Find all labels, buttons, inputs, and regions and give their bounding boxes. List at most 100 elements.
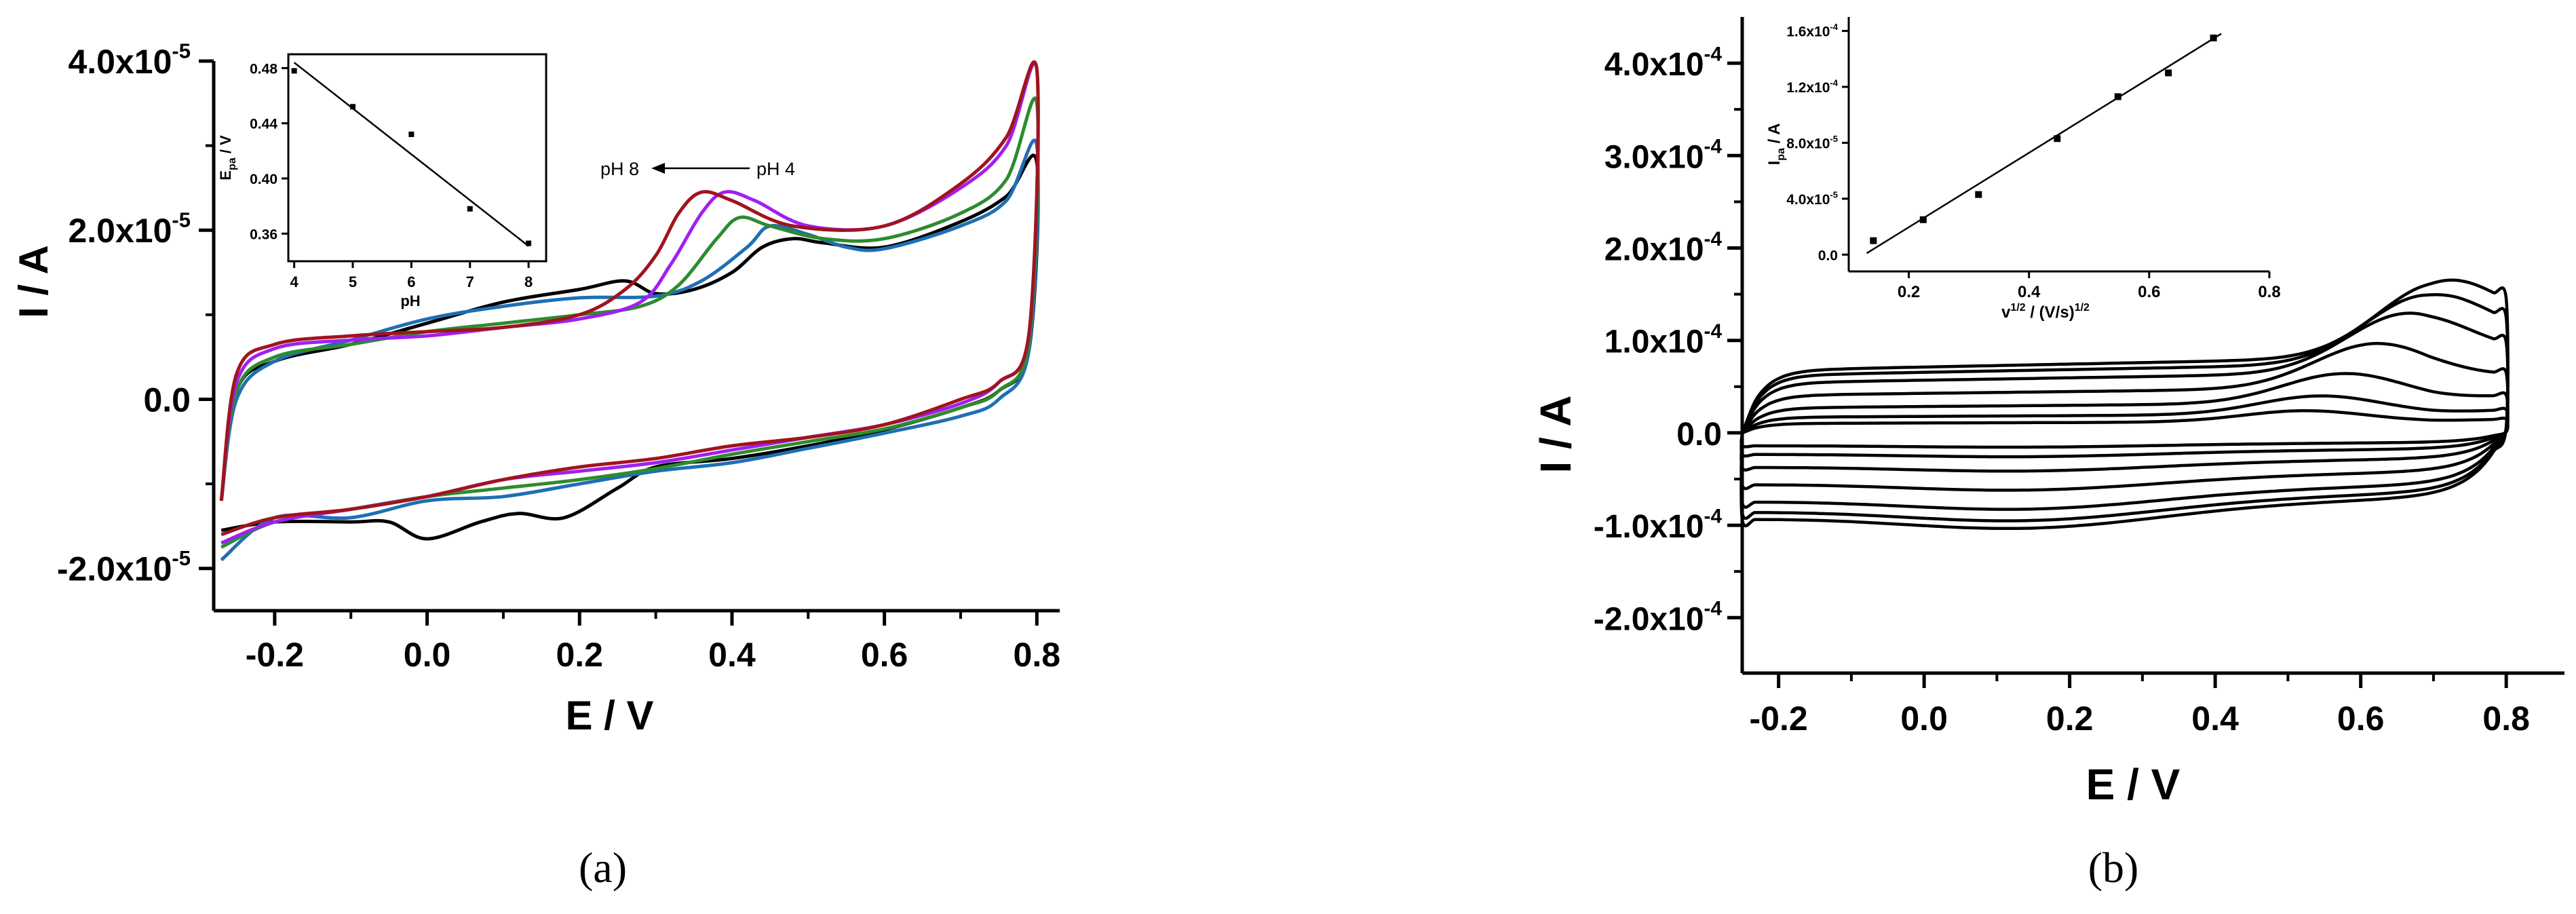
panel-b-x-tick-label: 0.4 [2191,700,2239,738]
panel-b-inset-point [1919,216,1927,223]
panel-b-inset-x-title-sup: 1/2 [2010,302,2025,313]
panel-b-y-tick-label-exponent: -4 [1704,43,1723,65]
panel-b-inset-x-title: v1/2 / (V/s)1/2 [2001,302,2090,322]
panel-b-inset-x-tick-label: 0.4 [2018,283,2041,301]
panel-b-inset-x-tick-label: 0.2 [1898,283,1920,301]
panel-a-y-tick-label-mantissa: -2.0x10 [57,550,172,588]
panel-b-inset-point [1870,237,1877,244]
panel-a-inset-y-title-sub: pa [227,157,238,170]
panel-a-y-tick-label: 4.0x10-5 [68,39,191,81]
panel-b-y-tick-label: 0.0 [1676,417,1722,453]
panel-b-inset-y-tick-label: 0.0 [1818,248,1838,263]
panel-a-inset-x-tick-label: 6 [407,273,415,290]
panel-b-y-tick-label: 2.0x10-4 [1604,228,1723,268]
panel-b-x-axis-title: E / V [2086,760,2180,809]
panel-a-inset: 4 5 6 7 8 0.36 0.40 0.44 0.48 pH Epa / V [217,53,547,309]
panel-a-plot: -0.2 0.0 0.2 0.4 0.6 0.8 E / V I / A pH 8 pH 4 (a) [11,59,1061,892]
panel-a-inset-x-tick-label: 4 [290,273,299,290]
panel-a-label: (a) [579,843,627,892]
panel-a-inset-point [350,104,355,110]
panel-a-x-tick-label: -0.2 [246,636,304,674]
panel-b-inset-y-tick-label-exponent: -4 [1830,22,1838,32]
panel-b-inset-y-title-sub: pa [1775,148,1787,161]
panel-b-inset-x-tick-label: 0.8 [2258,283,2280,301]
panel-a-inset-fit-line [293,62,529,247]
panel-a-annotation-ph4: pH 4 [756,159,795,179]
panel-b-y-tick-label: -2.0x10-4 [1594,598,1723,638]
panel-a-cv-curve [219,138,1040,562]
panel-b-x-tick-label: 0.2 [2046,700,2094,738]
panel-b-inset-point [2114,93,2121,100]
panel-a-y-tick-label: 2.0x10-5 [68,208,191,250]
panel-b-inset-y-tick-label: 8.0x10-5 [1786,134,1838,151]
panel-b-y-tick-label-exponent: -4 [1704,598,1723,620]
panel-b-inset-point [1975,191,1982,198]
panel-b-y-tick-label-mantissa: 1.0x10 [1604,324,1704,360]
panel-b-inset-y-title-main: I [1765,161,1784,166]
panel-b-y-tick-label-mantissa: -2.0x10 [1594,601,1704,637]
panel-b-inset-y-tick-label-exponent: -5 [1830,189,1838,199]
panel-a-inset-point [467,206,473,212]
panel-a-inset-y-title-tail: / V [217,135,234,157]
panel-b-inset-y-title: Ipa / A [1765,123,1787,166]
panel-b-y-tick-label-mantissa: 4.0x10 [1604,47,1704,83]
panel-a-y-tick-label-exponent: -5 [172,39,191,63]
panel-b-inset-y-tick-label-mantissa: 8.0x10 [1786,136,1830,151]
panel-a-cv-curve [219,96,1040,549]
panel-b-y-tick-label-exponent: -4 [1704,136,1723,158]
panel-b-y-tick-label-exponent: -4 [1704,228,1723,250]
panel-b-inset-point [2165,69,2172,77]
panel-b-label: (b) [2088,843,2139,892]
panel-a-inset-point [526,240,532,246]
panel-a-x-tick-label: 0.0 [404,636,451,674]
panel-a-x-axis-title: E / V [565,693,653,738]
panel-a-y-tick-label-exponent: -5 [172,546,191,570]
panel-b-inset-point [2210,34,2217,41]
panel-a-y-tick-label-mantissa: 4.0x10 [68,43,172,81]
panel-b-y-tick-label: 4.0x10-4 [1604,43,1723,83]
panel-a-x-tick-label: 0.8 [1014,636,1061,674]
panel-b-inset-y-tick-label-exponent: -4 [1830,78,1838,88]
panel-b-inset-y-tick-label-mantissa: 1.2x10 [1786,80,1830,96]
panel-a-y-tick-label: -2.0x10-5 [57,546,191,588]
panel-b-inset-x-title-sup2: 1/2 [2075,302,2090,313]
panel-b-inset-y-tick-label-exponent: -5 [1830,134,1838,144]
panel-b-inset-x-title-main: v [2001,303,2011,322]
panel-a-inset-frame [287,53,547,263]
panel-b-y-axis-title: I / A [1531,396,1580,474]
panel-a-y-tick-label-mantissa: 0.0 [143,381,191,419]
panel-b-x-tick-label: 0.8 [2482,700,2530,738]
panel-b-inset-x-tick-label: 0.6 [2138,283,2160,301]
panel-b-y-tick-label: 1.0x10-4 [1604,320,1723,360]
panel-a-inset-x-tick-label: 5 [349,273,357,290]
panel-b-inset-y-tick-label-mantissa: 1.6x10 [1786,24,1830,40]
panel-b-x-tick-label: -0.2 [1750,700,1808,738]
panel-a-inset-x-tick-label: 8 [524,273,533,290]
panel-a-annotation-ph8: pH 8 [600,159,639,179]
panel-b-plot: -0.2 0.0 0.2 0.4 0.6 0.8 E / V I / A (b) [1531,17,2564,892]
panel-a-inset-y-tick-label: 0.48 [250,61,277,77]
panel-b-inset-y-tick-label-mantissa: 4.0x10 [1786,192,1830,208]
panel-a-x-tick-label: 0.2 [556,636,603,674]
panel-a-cv-curve [219,60,1040,537]
panel-b-inset-y-tick-label: 1.6x10-4 [1786,22,1839,39]
panel-a-inset-point [408,131,415,137]
panel-b-inset-y-title-tail: / A [1765,123,1784,148]
panel-a-annotation-arrow-head [651,163,665,174]
panel-a-y-axis-title: I / A [11,245,56,318]
panel-b-x-tick-label: 0.6 [2337,700,2385,738]
panel-a-inset-y-title-main: E [217,170,234,180]
panel-b-y-tick-label-mantissa: 2.0x10 [1604,231,1704,267]
panel-a-y-tick-label-exponent: -5 [172,208,191,232]
panel-b-inset-x-title-mid: / (V/s) [2026,303,2075,322]
panel-a-inset-x-title: pH [400,292,420,309]
panel-a-inset-y-tick-label: 0.40 [250,172,277,187]
panel-a-inset-point [291,68,297,74]
panel-b-inset-point [2054,135,2061,142]
panel-b-cv-curve [1739,278,2510,531]
panel-b-y-tick-label: -1.0x10-4 [1594,505,1723,545]
panel-b-x-tick-label: 0.0 [1900,700,1948,738]
panel-b-y-tick-label: 3.0x10-4 [1604,136,1723,176]
